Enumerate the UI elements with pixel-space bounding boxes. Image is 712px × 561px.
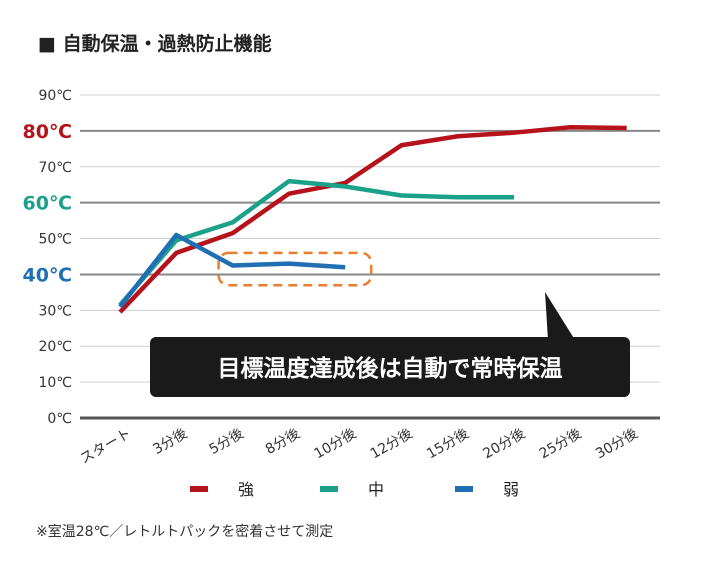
x-tick-label: 30分後 — [593, 426, 641, 463]
weak-series-highlight-box — [217, 251, 373, 287]
y-tick-label: 60℃ — [23, 193, 72, 215]
callout-pointer — [545, 292, 575, 340]
series-line-1 — [118, 178, 515, 307]
series-line-0 — [118, 125, 627, 314]
series-line-2 — [118, 232, 346, 309]
y-tick-label: 30℃ — [38, 303, 72, 319]
legend-swatch — [455, 486, 473, 492]
x-tick-label: 25分後 — [537, 426, 585, 463]
y-tick-label: 70℃ — [38, 160, 72, 176]
callout-box — [150, 337, 630, 397]
x-tick-label: 5分後 — [207, 426, 247, 458]
callout-text: 目標温度達成後は自動で常時保温 — [218, 355, 563, 382]
x-tick-label: 10分後 — [312, 426, 360, 463]
y-tick-label: 10℃ — [38, 375, 72, 391]
legend-label: 強 — [238, 480, 254, 499]
y-tick-label: 80℃ — [23, 121, 72, 143]
x-tick-label: 20分後 — [480, 426, 528, 463]
y-axis-ticks: 90℃ 80℃ 70℃ 60℃ 50℃ 40℃ 30℃ 20℃ 10℃ 0℃ — [23, 88, 72, 427]
y-tick-label: 0℃ — [47, 411, 72, 427]
chart-title: ■ 自動保温・過熱防止機能 — [38, 32, 272, 55]
series-lines — [118, 125, 627, 314]
annotation-callout: 目標温度達成後は自動で常時保温 — [150, 292, 630, 397]
footnote: ※室温28℃／レトルトパックを密着させて測定 — [36, 523, 333, 540]
legend-label: 弱 — [503, 480, 519, 499]
legend-swatch — [320, 486, 338, 492]
x-tick-label: 8分後 — [263, 426, 303, 458]
x-axis-ticks: スタート 3分後 5分後 8分後 10分後 12分後 15分後 20分後 25分後 30分後 — [78, 426, 641, 468]
y-tick-label: 90℃ — [38, 88, 72, 104]
y-tick-label: 50℃ — [38, 232, 72, 248]
legend-swatch — [190, 486, 208, 492]
legend-label: 中 — [368, 480, 384, 499]
y-tick-label: 20℃ — [38, 339, 72, 355]
x-tick-label: 12分後 — [368, 426, 416, 463]
y-tick-label: 40℃ — [23, 264, 72, 286]
legend: 強中弱 — [190, 480, 519, 499]
x-tick-label: スタート — [78, 426, 134, 468]
x-tick-label: 3分後 — [150, 426, 190, 458]
x-tick-label: 15分後 — [424, 426, 472, 463]
